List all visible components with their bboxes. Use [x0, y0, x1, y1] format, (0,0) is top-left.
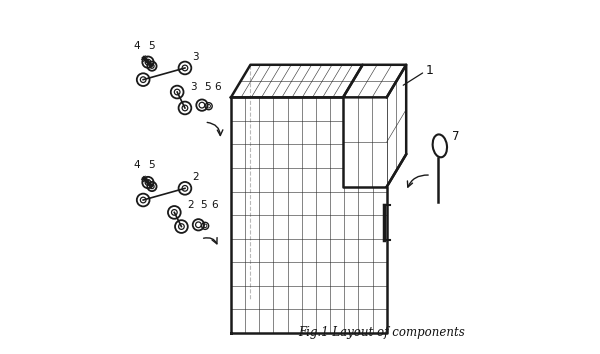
Text: 4: 4 [134, 160, 140, 170]
Text: 5: 5 [148, 41, 155, 51]
Text: 1: 1 [425, 64, 433, 77]
Text: 6: 6 [211, 200, 218, 210]
Text: 7: 7 [452, 130, 460, 143]
Text: 3: 3 [192, 52, 199, 62]
Text: 6: 6 [215, 82, 221, 92]
Text: 2: 2 [188, 200, 194, 210]
Text: 3: 3 [190, 82, 197, 92]
Text: 5: 5 [200, 200, 207, 210]
Text: 2: 2 [192, 172, 199, 182]
Text: 5: 5 [204, 82, 211, 92]
Text: 4: 4 [134, 41, 140, 51]
Text: 5: 5 [148, 160, 155, 170]
Text: Fig.1 Layout of components: Fig.1 Layout of components [298, 326, 465, 339]
